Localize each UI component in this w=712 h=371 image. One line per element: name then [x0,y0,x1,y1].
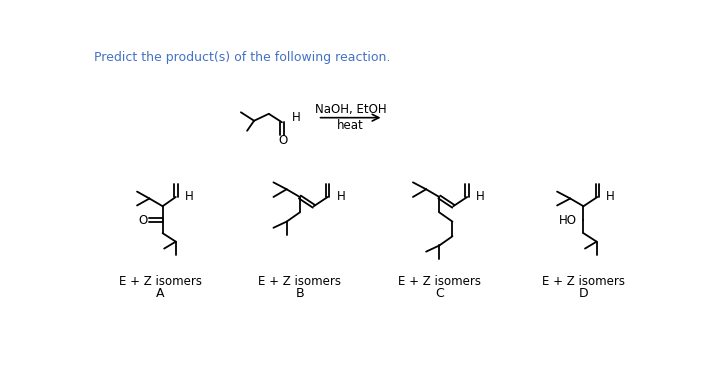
Text: Predict the product(s) of the following reaction.: Predict the product(s) of the following … [94,51,390,64]
Text: E + Z isomers: E + Z isomers [542,275,625,288]
Text: H: H [291,111,300,124]
Text: H: H [337,190,345,203]
Text: C: C [435,287,444,300]
Text: H: H [606,190,615,203]
Text: H: H [476,190,485,203]
Text: O: O [139,214,148,227]
Text: O: O [278,134,288,147]
Text: D: D [579,287,588,300]
Text: E + Z isomers: E + Z isomers [258,275,341,288]
Text: NaOH, EtOH: NaOH, EtOH [315,103,387,116]
Text: HO: HO [559,214,577,227]
Text: heat: heat [337,119,364,132]
Text: E + Z isomers: E + Z isomers [398,275,481,288]
Text: B: B [295,287,304,300]
Text: E + Z isomers: E + Z isomers [119,275,201,288]
Text: H: H [184,190,194,203]
Text: A: A [156,287,164,300]
